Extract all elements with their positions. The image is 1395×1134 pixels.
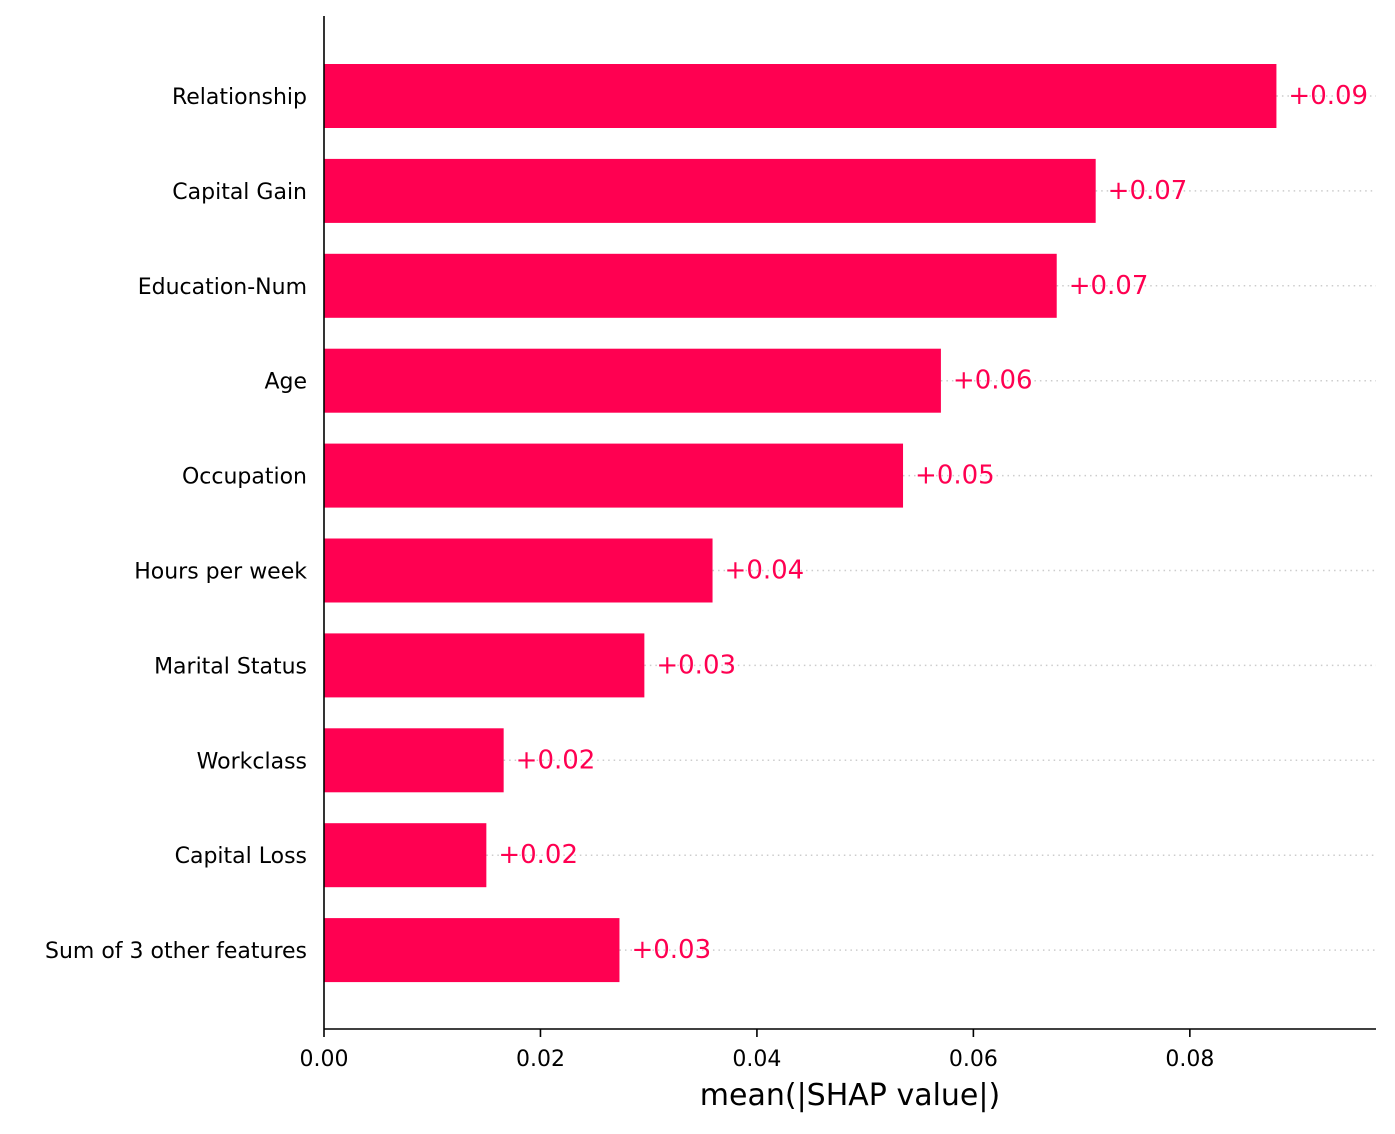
- x-tick-label: 0.00: [300, 1047, 349, 1072]
- bars: [324, 64, 1277, 983]
- bar: [324, 633, 645, 698]
- bar: [324, 538, 713, 603]
- bar: [324, 158, 1096, 223]
- data-label: +0.07: [1069, 271, 1149, 301]
- category-label: Education-Num: [138, 275, 307, 300]
- data-label: +0.02: [516, 745, 596, 775]
- x-tick-label: 0.04: [732, 1047, 781, 1072]
- data-label: +0.09: [1288, 81, 1368, 111]
- category-label: Age: [264, 370, 307, 395]
- x-tick-label: 0.06: [949, 1047, 998, 1072]
- category-label: Hours per week: [134, 560, 307, 585]
- category-label: Occupation: [182, 465, 307, 490]
- data-label: +0.03: [656, 650, 736, 680]
- category-label: Relationship: [172, 85, 307, 110]
- category-label: Workclass: [197, 749, 307, 774]
- data-label: +0.05: [915, 461, 995, 491]
- data-label: +0.04: [725, 556, 805, 586]
- guide-lines: [486, 95, 1376, 951]
- bar: [324, 253, 1057, 318]
- bar: [324, 64, 1277, 128]
- data-label: +0.03: [631, 935, 711, 965]
- bar: [324, 348, 941, 413]
- category-label: Marital Status: [154, 654, 307, 679]
- axes: [323, 16, 1376, 1030]
- data-label: +0.06: [953, 366, 1033, 396]
- value-labels: +0.09 +0.07 +0.07 +0.06 +0.05 +0.04 +0.03 +0.02…: [498, 81, 1368, 965]
- bar: [324, 728, 504, 793]
- bar: [324, 443, 904, 508]
- x-ticks: 0.00 0.02 0.04 0.06 0.08: [300, 1029, 1214, 1072]
- category-labels: Relationship Capital Gain Education-Num Age…: [45, 85, 307, 964]
- x-tick-label: 0.02: [516, 1047, 565, 1072]
- data-label: +0.07: [1108, 176, 1188, 206]
- data-label: +0.02: [498, 840, 578, 870]
- category-label: Capital Loss: [175, 844, 307, 869]
- x-axis-title: mean(|SHAP value|): [700, 1078, 1000, 1113]
- bar: [324, 823, 487, 888]
- category-label: Sum of 3 other features: [45, 939, 307, 964]
- bar: [324, 918, 620, 983]
- x-tick-label: 0.08: [1165, 1047, 1214, 1072]
- category-label: Capital Gain: [172, 180, 307, 205]
